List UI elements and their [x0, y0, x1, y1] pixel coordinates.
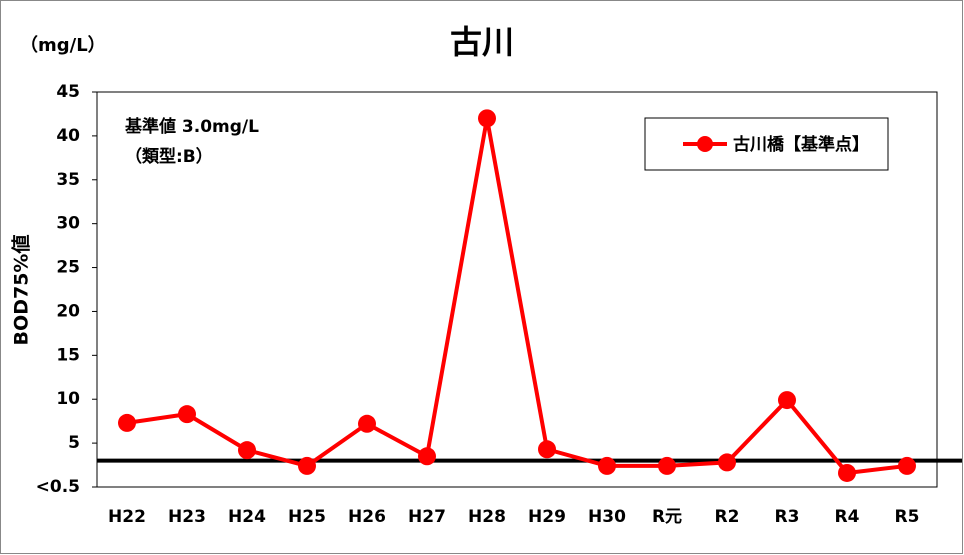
- x-tick-label: R元: [652, 507, 682, 527]
- y-tick-label: 35: [56, 170, 80, 190]
- data-point: [718, 453, 736, 472]
- chart-title: 古川: [450, 23, 514, 61]
- y-axis-label: BOD75%値: [11, 235, 33, 346]
- x-tick-label: H24: [228, 507, 266, 527]
- y-tick-label: 30: [56, 214, 80, 234]
- x-tick-label: R4: [835, 507, 860, 527]
- plot-area: [96, 91, 938, 488]
- x-tick-label: H22: [108, 507, 146, 527]
- y-tick-label: 45: [56, 82, 80, 102]
- x-tick-label: H25: [288, 507, 326, 527]
- data-point: [478, 109, 496, 128]
- y-tick-label: 25: [56, 258, 80, 278]
- x-tick-label: R2: [715, 507, 740, 527]
- data-point: [298, 456, 316, 475]
- data-point: [358, 414, 376, 433]
- data-point: [838, 463, 856, 482]
- data-point: [778, 391, 796, 410]
- y-tick-label: 15: [56, 345, 80, 365]
- y-tick-label: 40: [56, 126, 80, 146]
- data-point: [178, 405, 196, 424]
- data-point: [418, 447, 436, 466]
- x-tick-label: H27: [408, 507, 446, 527]
- x-tick-label: H26: [348, 507, 386, 527]
- x-tick-label: H30: [588, 507, 626, 527]
- data-point: [238, 441, 256, 460]
- y-tick-label: 10: [56, 389, 80, 409]
- annotation: （類型:B）: [125, 146, 213, 167]
- y-tick-label: 20: [56, 301, 80, 321]
- x-tick-label: R3: [775, 507, 800, 527]
- series-line: [126, 117, 908, 476]
- unit-label: （mg/L）: [20, 35, 106, 56]
- data-point: [118, 413, 136, 432]
- x-tick-label: H29: [528, 507, 566, 527]
- data-point: [898, 456, 916, 475]
- y-tick-label: <0.5: [36, 477, 80, 497]
- data-point: [598, 456, 616, 475]
- y-tick-label: 5: [68, 433, 80, 453]
- x-tick-label: H23: [168, 507, 206, 527]
- annotation: 基準値 3.0mg/L: [124, 116, 259, 137]
- data-point: [538, 440, 556, 459]
- data-point: [658, 456, 676, 475]
- x-tick-label: H28: [468, 507, 506, 527]
- legend-marker: [697, 136, 713, 152]
- legend-label: 古川橋【基準点】: [733, 134, 869, 155]
- x-tick-label: R5: [895, 507, 920, 527]
